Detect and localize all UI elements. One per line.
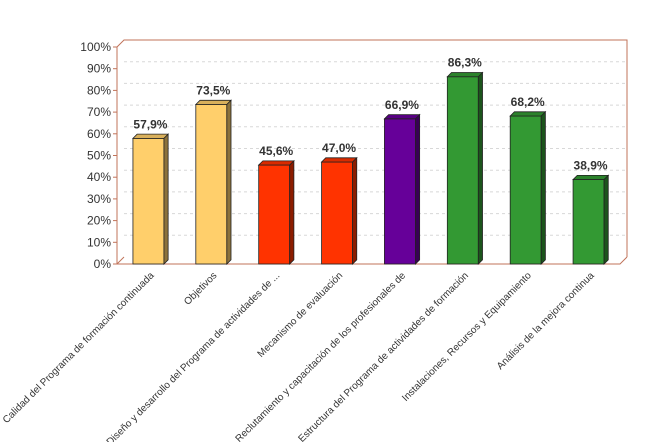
y-tick-label: 20% <box>87 214 111 228</box>
y-tick-label: 70% <box>87 105 111 119</box>
data-label: 68,2% <box>511 95 545 109</box>
bar <box>509 110 547 265</box>
y-tick-label: 80% <box>87 83 111 97</box>
bar <box>257 159 295 265</box>
category-label: Instalaciones, Recursos y Equipamiento <box>400 270 534 404</box>
data-label: 45,6% <box>259 144 293 158</box>
data-label: 73,5% <box>196 84 230 98</box>
bars <box>131 71 610 265</box>
y-tick-label: 50% <box>87 149 111 163</box>
y-tick-label: 100% <box>80 40 111 54</box>
data-labels: 57,9% 73,5% 45,6% 47,0% 66,9% 86,3% 68,2% 38,9% <box>133 56 607 173</box>
bar <box>194 99 232 265</box>
chart-frame <box>116 39 628 265</box>
category-label: Objetivos <box>182 270 219 307</box>
bar <box>383 113 421 265</box>
category-label: Calidad del Programa de formación contin… <box>1 270 157 426</box>
bar <box>572 174 610 265</box>
chart-corner <box>116 256 125 265</box>
data-label: 38,9% <box>574 159 608 173</box>
y-tick-label: 30% <box>87 192 111 206</box>
bar <box>131 133 170 265</box>
data-label: 86,3% <box>448 56 482 70</box>
y-tick-label: 0% <box>94 257 112 271</box>
bar <box>446 71 484 265</box>
data-label: 57,9% <box>133 117 167 131</box>
y-tick-label: 90% <box>87 62 111 76</box>
chart-wall <box>116 39 628 264</box>
y-tick-label: 10% <box>87 235 111 249</box>
y-axis-ticks: 0% 10% 20% 30% 40% 50% 60% 70% 80% 90% 100% <box>80 40 117 271</box>
y-tick-label: 40% <box>87 170 111 184</box>
data-label: 47,0% <box>322 141 356 155</box>
y-tick-label: 60% <box>87 127 111 141</box>
chart-floor <box>117 256 628 265</box>
category-labels: Calidad del Programa de formación contin… <box>1 270 597 442</box>
bar <box>320 156 358 265</box>
data-label: 66,9% <box>385 98 419 112</box>
